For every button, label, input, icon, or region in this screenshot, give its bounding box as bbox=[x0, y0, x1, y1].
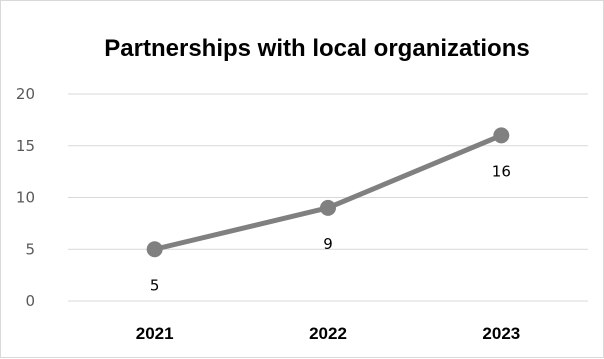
data-point-2022 bbox=[320, 199, 336, 216]
data-label-2022: 9 bbox=[323, 235, 333, 253]
data-label-2021: 5 bbox=[150, 276, 160, 294]
y-tick-label-20: 20 bbox=[16, 85, 35, 103]
y-axis-ticks: 0 5 10 15 20 bbox=[16, 85, 35, 310]
data-point-2023 bbox=[493, 127, 510, 144]
y-tick-label-15: 15 bbox=[16, 137, 35, 155]
y-tick-label-10: 10 bbox=[16, 189, 35, 207]
data-label-2023: 16 bbox=[492, 162, 511, 180]
x-tick-label-2022: 2022 bbox=[309, 324, 347, 343]
data-point-2021 bbox=[146, 241, 163, 258]
y-tick-label-5: 5 bbox=[25, 240, 35, 258]
data-labels: 5 9 16 bbox=[150, 162, 511, 294]
x-tick-label-2021: 2021 bbox=[136, 324, 174, 343]
gridlines bbox=[68, 93, 588, 302]
x-axis-ticks: 2021 2022 2023 bbox=[136, 324, 520, 343]
series-layer bbox=[146, 127, 510, 258]
x-tick-label-2023: 2023 bbox=[482, 324, 520, 343]
series-line-0 bbox=[152, 132, 504, 252]
chart-title: Partnerships with local organizations bbox=[104, 35, 529, 62]
y-tick-label-0: 0 bbox=[25, 292, 35, 310]
